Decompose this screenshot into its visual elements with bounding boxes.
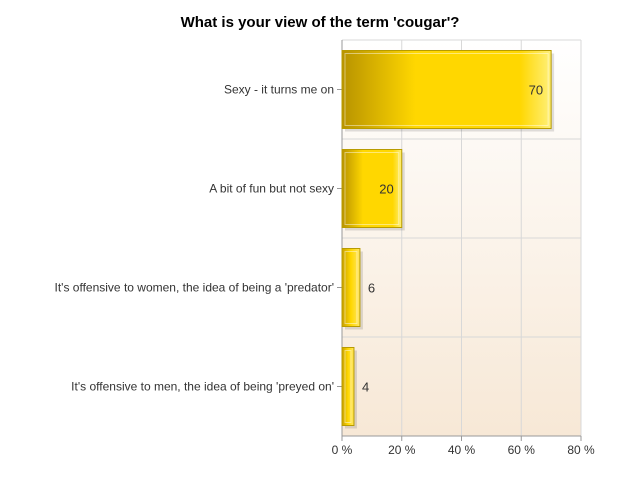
bar bbox=[341, 50, 552, 129]
bar-highlight bbox=[344, 350, 352, 423]
x-tick-label: 40 % bbox=[448, 443, 476, 457]
value-label: 6 bbox=[368, 281, 375, 296]
category-label: Sexy - it turns me on bbox=[224, 83, 334, 97]
bars bbox=[341, 50, 555, 429]
x-tick-label: 0 % bbox=[332, 443, 353, 457]
bar-highlight bbox=[344, 152, 400, 225]
category-label: It's offensive to women, the idea of bei… bbox=[55, 281, 335, 295]
x-tick-label: 80 % bbox=[567, 443, 595, 457]
category-label: A bit of fun but not sexy bbox=[209, 182, 334, 196]
value-label: 4 bbox=[362, 380, 369, 395]
bar bbox=[341, 149, 403, 228]
grid-lines bbox=[342, 39, 582, 436]
x-tick-label: 20 % bbox=[388, 443, 416, 457]
category-label: It's offensive to men, the idea of being… bbox=[71, 380, 334, 394]
bar bbox=[341, 248, 361, 327]
value-label: 20 bbox=[379, 182, 393, 197]
bar-highlight bbox=[344, 53, 549, 126]
value-label: 70 bbox=[529, 83, 543, 98]
x-tick-label: 60 % bbox=[508, 443, 536, 457]
labels: 0 % 20 % 40 % 60 % 80 % Sexy - it turns me on… bbox=[55, 83, 596, 458]
chart-title: What is your view of the term 'cougar'? bbox=[180, 14, 460, 31]
bar bbox=[341, 347, 355, 426]
bar-highlight bbox=[344, 251, 358, 324]
